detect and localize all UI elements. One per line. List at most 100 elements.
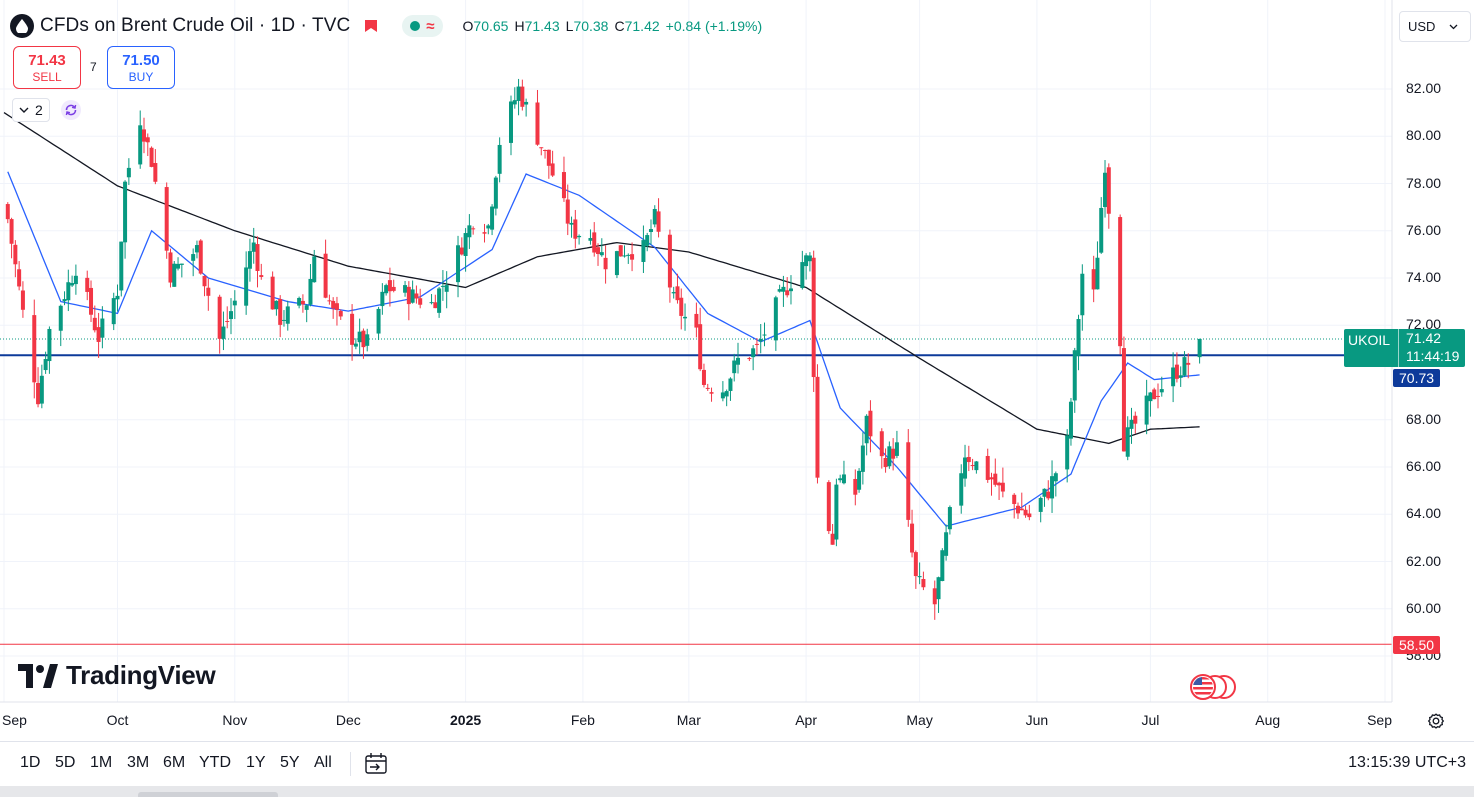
flag-icon[interactable] [364,19,378,33]
spread-value: 7 [90,60,97,74]
candle [1099,197,1104,254]
time-tick-label: Sep [1367,712,1392,728]
candle [1050,460,1055,513]
candle [1125,416,1130,461]
candle-body [274,300,279,310]
range-button-6m[interactable]: 6M [163,754,186,771]
candle-body [89,287,94,315]
chevron-down-icon [1449,24,1458,29]
candle-body [539,147,544,149]
candle-body [191,254,196,261]
indicators-toggle[interactable]: 2 [12,98,50,122]
candle-body [1080,273,1085,316]
tradingview-logo[interactable]: TradingView [18,660,216,691]
timezone-clock[interactable]: 13:15:39 UTC+3 [1348,754,1466,771]
candle [497,137,502,183]
candle-body [255,244,260,271]
economic-events-icon[interactable] [1186,673,1236,701]
candle [384,283,389,296]
candle-body [1012,494,1017,505]
price-chart[interactable] [0,0,1474,745]
moving-average-fast[interactable] [7,171,1200,527]
candle [1121,336,1126,452]
range-button-1d[interactable]: 1D [20,754,41,771]
candle-body [1053,473,1058,482]
candle [747,356,752,362]
candle [679,288,684,330]
candle [1046,480,1051,501]
candle [630,242,635,272]
symbol-title[interactable]: CFDs on Brent Crude Oil · 1D · TVC [40,15,351,36]
candle-body [917,576,922,578]
candle [168,248,173,288]
candle [1080,264,1085,331]
candle-body [974,461,979,471]
range-button-5y[interactable]: 5Y [280,754,300,771]
candle [830,523,835,545]
candle-body [561,172,566,199]
candle [524,98,529,117]
candle-body [932,588,937,605]
candle [720,381,725,402]
candle-body [440,285,445,287]
candle [1042,488,1047,507]
buy-button[interactable]: 71.50 BUY [107,46,175,89]
time-tick-label: Jun [1025,712,1049,728]
candle [1174,352,1179,383]
candle [887,441,892,469]
candle-body [384,285,389,294]
candle-body [1125,427,1130,457]
candle-body [516,86,521,101]
candle [1065,429,1070,483]
range-button-1m[interactable]: 1M [90,754,113,771]
candle [974,460,979,474]
horizontal-levels [0,338,1392,645]
range-button-ytd[interactable]: YTD [199,754,231,771]
candle [376,306,381,340]
time-tick-label: Dec [335,712,361,728]
candle [486,223,491,235]
candle-body [1152,389,1157,400]
candle [807,252,812,272]
candle-body [1106,167,1111,214]
candle-body [259,275,264,277]
candle-body [312,256,317,283]
market-status-pill[interactable]: ≈ [402,15,443,37]
bottom-toolbar: 1D 5D 1M 3M 6M YTD 1Y 5Y All 13:15:39 UT… [0,741,1474,785]
oil-drop-icon[interactable] [10,14,34,38]
candle [58,304,63,347]
refresh-icon[interactable] [60,99,82,121]
candle [966,445,971,472]
buy-label: BUY [128,70,154,84]
candle-body [520,86,525,107]
candle [970,458,975,471]
candle-body [524,101,529,105]
candle-body [444,285,449,292]
ohlc-value: 70.65 [473,18,509,34]
candle-body [221,326,226,339]
bar-countdown: 11:44:19 [1406,348,1460,364]
market-open-icon [410,21,421,31]
range-button-all[interactable]: All [314,754,332,771]
candle [834,478,839,547]
candle-body [671,292,676,294]
bottom-panel-tab[interactable] [138,792,278,797]
candle-body [1027,513,1032,518]
ohlc-value: 70.38 [573,18,609,34]
candle-body [736,357,741,365]
currency-select[interactable]: USD [1399,11,1471,42]
sell-price: 71.43 [28,52,66,69]
range-button-5d[interactable]: 5D [55,754,76,771]
range-button-1y[interactable]: 1Y [246,754,266,771]
candle-body [732,360,737,374]
candle-body [380,291,385,307]
price-tick-label: 82.00 [1406,80,1442,96]
bottom-panel-strip [0,786,1474,797]
time-tick-label: Mar [676,712,701,728]
go-to-date-icon[interactable] [363,751,389,777]
candle-body [1178,375,1183,378]
sell-button[interactable]: 71.43 SELL [13,46,81,89]
gear-icon[interactable] [1426,711,1446,731]
range-button-3m[interactable]: 3M [127,754,150,771]
candle-body [111,298,116,325]
